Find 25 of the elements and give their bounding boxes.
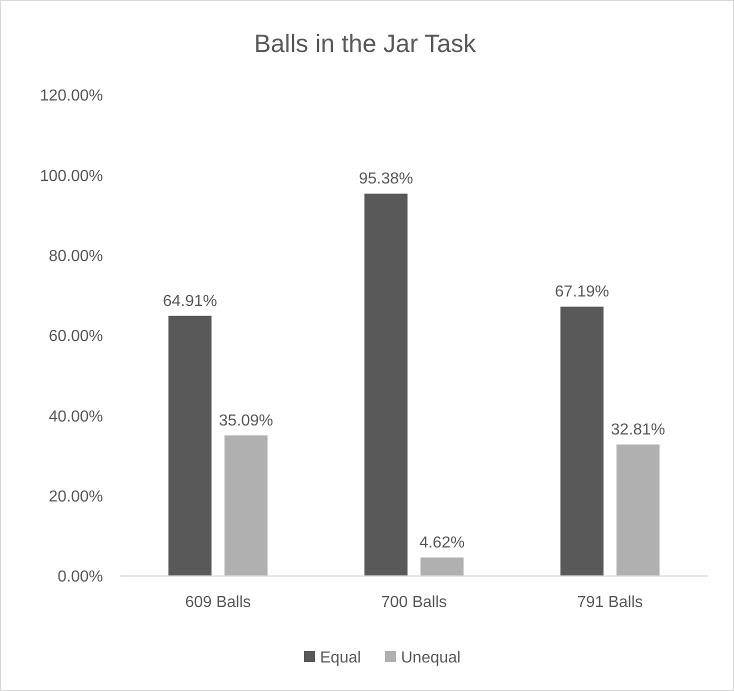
y-tick-label: 80.00%: [48, 248, 103, 265]
data-label: 64.91%: [162, 292, 218, 310]
data-label: 32.81%: [610, 421, 666, 438]
y-tick-label: 120.00%: [40, 88, 103, 105]
legend-label: Unequal: [401, 650, 461, 667]
y-tick-label: 40.00%: [48, 408, 103, 426]
y-tick-label: 20.00%: [48, 488, 103, 506]
bar: [224, 435, 268, 576]
x-tick-label: 700 Balls: [381, 594, 447, 611]
bar: [616, 444, 660, 576]
y-tick-label: 60.00%: [48, 328, 103, 346]
bar: [364, 194, 408, 576]
y-tick-label: 100.00%: [40, 168, 103, 185]
data-label: 4.62%: [419, 534, 465, 552]
data-label: 35.09%: [218, 412, 274, 430]
y-tick-label: 0.00%: [58, 568, 103, 586]
bar: [560, 306, 604, 576]
data-label: 95.38%: [358, 170, 414, 188]
chart-title: Balls in the Jar Task: [254, 30, 476, 58]
bar: [168, 316, 212, 576]
x-tick-label: 609 Balls: [185, 594, 251, 611]
x-tick-label: 791 Balls: [577, 594, 643, 611]
legend-label: Equal: [320, 650, 361, 667]
data-label: 67.19%: [554, 284, 610, 301]
bar: [420, 557, 464, 576]
